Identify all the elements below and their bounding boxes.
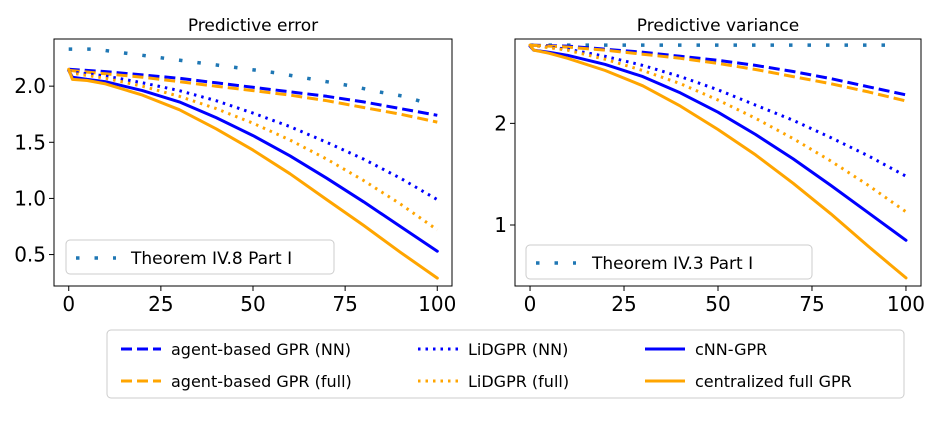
series-group xyxy=(528,43,908,280)
shared-legend-box xyxy=(106,329,905,399)
y-tick-label: 2 xyxy=(494,111,507,135)
x-tick-label: 0 xyxy=(62,292,75,316)
series-line-agent-based-gpr-full xyxy=(68,68,438,124)
chart-title-predictive-variance: Predictive variance xyxy=(637,16,799,36)
panel-predictive-variance: Predictive variance 0 25 50 75 100 1 2 Theorem… xyxy=(494,16,925,316)
x-tick-label: 100 xyxy=(887,292,925,316)
x-tick-label: 75 xyxy=(332,292,357,316)
legend-label-theorem-iv8: Theorem IV.8 Part I xyxy=(130,249,292,269)
series-line-centralized-full-gpr xyxy=(67,67,439,280)
series-line-lidgpr-nn xyxy=(68,70,439,201)
inner-legend: Theorem IV.3 Part I xyxy=(525,244,813,280)
x-tick-label: 50 xyxy=(240,292,265,316)
x-tick-label: 75 xyxy=(799,292,824,316)
inner-legend-box xyxy=(65,239,335,275)
x-tick-label: 50 xyxy=(705,292,730,316)
x-tick-label: 25 xyxy=(611,292,636,316)
legend-label-cnn-gpr: cNN-GPR xyxy=(695,340,767,359)
legend-label-lidgpr-nn: LiDGPR (NN) xyxy=(468,340,568,359)
y-tick-label: 1.0 xyxy=(14,186,46,210)
y-tick-label: 1.5 xyxy=(14,130,46,154)
y-tick-label: 1 xyxy=(494,213,507,237)
series-group xyxy=(67,47,439,280)
series-line-cnn-gpr xyxy=(67,68,439,253)
x-tick-label: 100 xyxy=(418,292,456,316)
shared-legend: agent-based GPR (NN) agent-based GPR (ful… xyxy=(106,329,905,399)
series-line-lidgpr-nn xyxy=(529,43,907,178)
axis-ticks: 0 25 50 75 100 0.5 1.0 1.5 2.0 xyxy=(14,74,456,316)
series-line-agent-based-gpr-full xyxy=(529,43,907,103)
series-line-lidgpr-full xyxy=(68,71,439,232)
x-tick-label: 0 xyxy=(524,292,537,316)
legend-label-centralized-full-gpr: centralized full GPR xyxy=(695,372,852,391)
series-line-lidgpr-full xyxy=(529,43,907,214)
legend-label-lidgpr-full: LiDGPR (full) xyxy=(468,372,569,391)
series-line-centralized-full-gpr xyxy=(528,43,908,280)
y-tick-label: 0.5 xyxy=(14,243,46,267)
legend-label-agent-based-gpr-nn: agent-based GPR (NN) xyxy=(171,340,351,359)
chart-title-predictive-error: Predictive error xyxy=(188,16,318,36)
axis-ticks: 0 25 50 75 100 1 2 xyxy=(494,111,925,316)
series-line-cnn-gpr xyxy=(528,44,908,242)
legend-label-theorem-iv3: Theorem IV.3 Part I xyxy=(591,254,753,274)
panel-predictive-error: Predictive error 0 25 50 75 1000.51.01.52.0 … xyxy=(14,16,456,316)
series-line-agent-based-gpr-nn xyxy=(68,67,438,117)
legend-label-agent-based-gpr-full: agent-based GPR (full) xyxy=(171,372,352,391)
y-tick-label: 2.0 xyxy=(14,74,46,98)
x-tick-label: 25 xyxy=(148,292,173,316)
inner-legend: Theorem IV.8 Part I xyxy=(65,239,335,275)
inner-legend-box xyxy=(525,244,813,280)
